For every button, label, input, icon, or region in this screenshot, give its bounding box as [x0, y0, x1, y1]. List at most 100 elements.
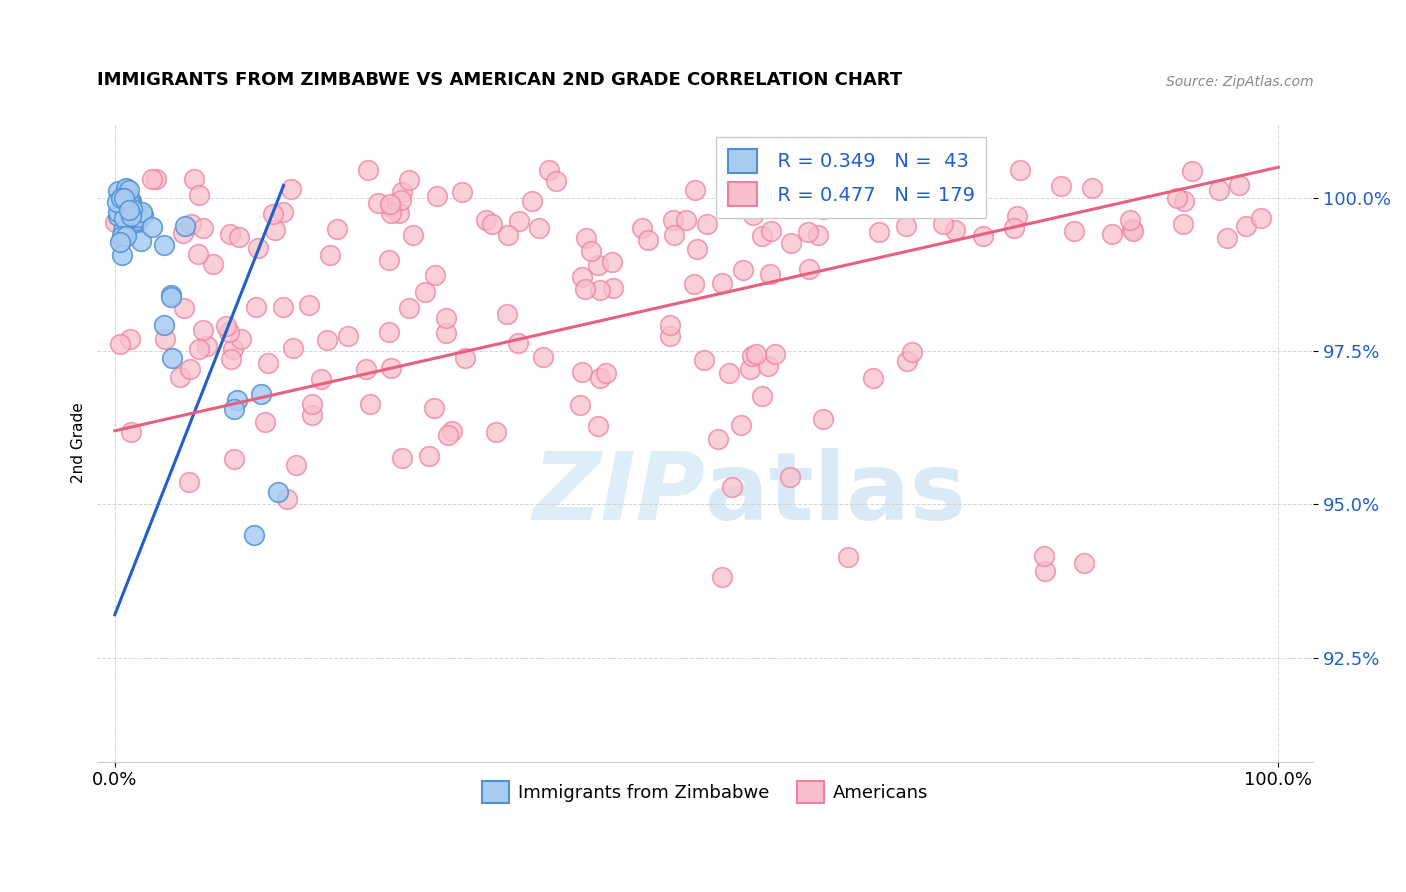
Point — [179, 475, 201, 489]
Point — [851, 162, 873, 177]
Point — [115, 199, 138, 213]
Point — [281, 341, 304, 355]
Point — [972, 228, 994, 243]
Point — [813, 412, 835, 426]
Point — [115, 182, 138, 196]
Point — [740, 362, 762, 376]
Point — [756, 359, 779, 373]
Point — [398, 173, 420, 187]
Point — [118, 193, 141, 207]
Point — [222, 402, 245, 417]
Point — [496, 227, 519, 242]
Point — [662, 228, 685, 243]
Point — [298, 298, 321, 312]
Point — [173, 301, 195, 315]
Point — [600, 255, 623, 269]
Point — [111, 233, 134, 247]
Point — [434, 310, 457, 325]
Point — [172, 226, 194, 240]
Point — [246, 241, 269, 255]
Point — [104, 215, 127, 229]
Point — [683, 277, 706, 291]
Point — [894, 219, 917, 234]
Point — [326, 222, 349, 236]
Point — [222, 452, 245, 467]
Point — [574, 282, 596, 296]
Point — [1032, 549, 1054, 564]
Point — [124, 211, 146, 225]
Point — [389, 193, 412, 207]
Point — [127, 211, 149, 225]
Point — [377, 325, 399, 339]
Point — [571, 269, 593, 284]
Point — [779, 236, 801, 251]
Point — [120, 194, 142, 208]
Point — [132, 209, 155, 223]
Point — [637, 233, 659, 247]
Point — [201, 257, 224, 271]
Text: Source: ZipAtlas.com: Source: ZipAtlas.com — [1166, 75, 1313, 89]
Point — [110, 248, 132, 262]
Point — [108, 235, 131, 249]
Point — [118, 183, 141, 197]
Point — [537, 162, 560, 177]
Point — [391, 451, 413, 466]
Point — [495, 307, 517, 321]
Point — [696, 217, 718, 231]
Point — [121, 202, 143, 216]
Point — [110, 191, 132, 205]
Point — [1250, 211, 1272, 226]
Point — [568, 398, 591, 412]
Point — [1173, 194, 1195, 208]
Y-axis label: 2nd Grade: 2nd Grade — [72, 402, 86, 483]
Point — [837, 550, 859, 565]
Point — [1081, 180, 1104, 194]
Point — [378, 196, 401, 211]
Point — [571, 365, 593, 379]
Point — [391, 185, 413, 199]
Point — [912, 167, 935, 181]
Point — [508, 336, 530, 351]
Point — [426, 188, 449, 202]
Point — [1005, 209, 1028, 223]
Point — [280, 181, 302, 195]
Point — [1181, 163, 1204, 178]
Point — [191, 220, 214, 235]
Point — [145, 171, 167, 186]
Point — [575, 230, 598, 244]
Point — [107, 209, 129, 223]
Point — [659, 318, 682, 332]
Point — [160, 290, 183, 304]
Point — [413, 285, 436, 299]
Point — [267, 485, 290, 500]
Point — [117, 197, 139, 211]
Point — [1215, 231, 1237, 245]
Point — [868, 225, 890, 239]
Point — [894, 178, 917, 193]
Point — [276, 492, 298, 507]
Point — [127, 214, 149, 228]
Point — [751, 388, 773, 402]
Point — [229, 332, 252, 346]
Point — [932, 178, 955, 192]
Text: ZIP: ZIP — [533, 448, 706, 540]
Point — [169, 370, 191, 384]
Point — [707, 432, 730, 446]
Point — [659, 329, 682, 343]
Point — [508, 214, 530, 228]
Point — [1236, 219, 1258, 233]
Point — [1073, 557, 1095, 571]
Point — [337, 329, 360, 343]
Point — [219, 351, 242, 366]
Point — [380, 360, 402, 375]
Point — [943, 223, 966, 237]
Point — [437, 428, 460, 442]
Text: atlas: atlas — [706, 448, 966, 540]
Point — [1049, 178, 1071, 193]
Point — [377, 253, 399, 268]
Point — [662, 213, 685, 227]
Point — [152, 238, 174, 252]
Point — [741, 350, 763, 364]
Point — [398, 301, 420, 316]
Point — [675, 213, 697, 227]
